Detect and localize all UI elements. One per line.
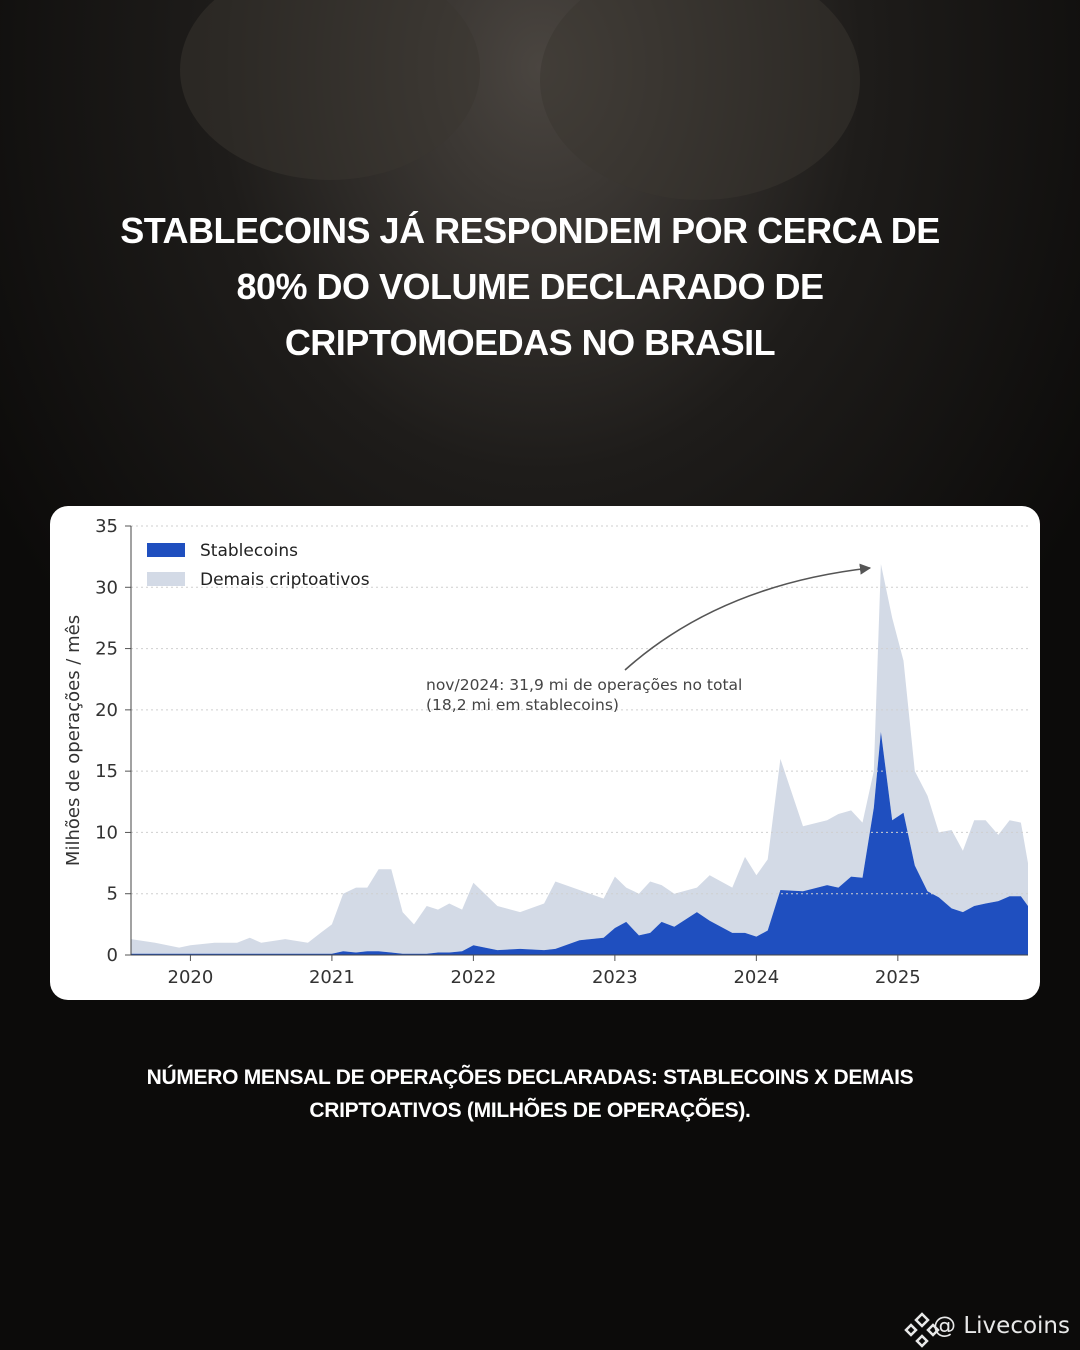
annotation-arrow [624,563,872,671]
y-tick-label: 25 [95,639,118,660]
y-axis-label: Milhões de operações / mês [63,615,84,866]
area [131,564,1028,954]
y-tick-label: 35 [95,516,118,537]
annotation: (18,2 mi em stablecoins) [426,696,619,714]
y-tick-label: 10 [95,822,118,843]
y-tick-label: 0 [107,945,118,966]
x-tick-label: 2024 [733,967,779,988]
caption: CRIPTOATIVOS (MILHÕES DE OPERAÇÕES). [309,1098,750,1122]
x-tick-label: 2022 [450,967,496,988]
caption: NÚMERO MENSAL DE OPERAÇÕES DECLARADAS: S… [147,1065,914,1089]
background-shape [180,0,480,180]
headline: 80% DO VOLUME DECLARADO DE [236,266,823,307]
area [131,731,1028,955]
brand-icon [904,1312,940,1348]
y-tick-label: 30 [95,577,118,598]
x-tick-label: 2021 [309,967,355,988]
y-tick-label: 20 [95,700,118,721]
headline: CRIPTOMOEDAS NO BRASIL [285,322,775,363]
legend-label: Stablecoins [200,541,298,561]
x-tick-label: 2020 [168,967,214,988]
annotation: nov/2024: 31,9 mi de operações no total [426,676,742,694]
y-tick-label: 5 [107,884,118,905]
x-tick-label: 2025 [875,967,921,988]
background-shape [540,0,860,200]
x-tick-label: 2023 [592,967,638,988]
y-tick-label: 15 [95,761,118,782]
legend-label: Demais criptoativos [200,570,370,590]
headline: STABLECOINS JÁ RESPONDEM POR CERCA DE [120,210,940,251]
brand: @ Livecoins [933,1313,1070,1339]
legend-swatch [147,543,185,557]
legend-swatch [147,572,185,586]
